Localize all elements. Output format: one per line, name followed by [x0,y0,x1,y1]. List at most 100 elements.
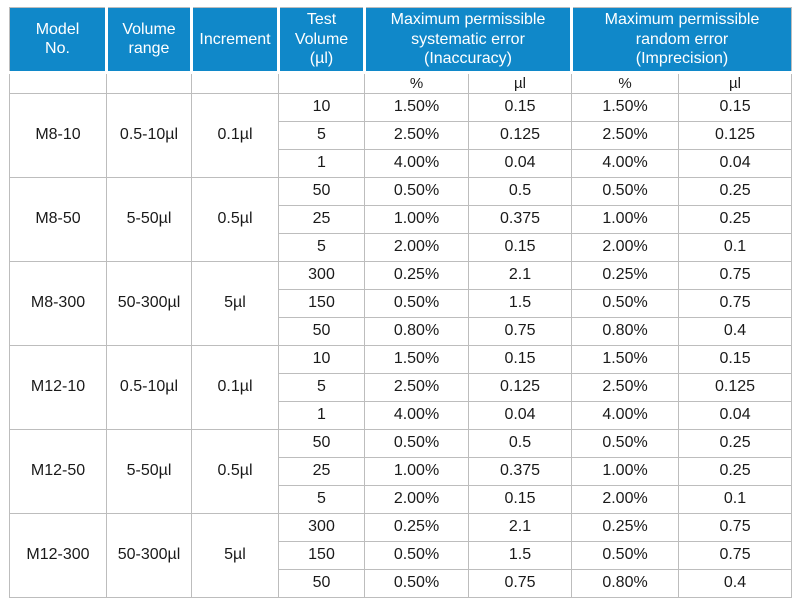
increment-cell: 5µl [191,260,279,346]
model-cell: M12-10 [9,344,107,430]
table-row: 5 2.00% 0.15 2.00% 0.1 [10,484,792,514]
header-cell-systematic-error: Maximum permissible systematic error (In… [364,7,574,74]
rand-error-microliter-cell: 0.75 [678,288,792,318]
increment-cell: 0.1µl [191,344,279,430]
header-cell-test-volume: Test Volume (µl) [278,7,366,74]
model-cell: M8-10 [9,92,107,178]
rand-error-microliter-cell: 0.1 [678,232,792,262]
sys-error-microliter-cell: 0.15 [467,484,573,514]
increment-cell: 0.5µl [191,176,279,262]
table-row: M12-50 5-50µl 0.5µl 50 0.50% 0.5 0.50% 0.25 [9,428,792,514]
rand-error-percent-cell: 0.50% [571,288,680,318]
rand-error-microliter-cell: 0.4 [678,316,792,346]
rand-error-microliter-cell: 0.15 [678,92,792,122]
sys-error-microliter-cell: 0.04 [467,400,573,430]
volume-range-cell: 0.5-10µl [106,92,192,178]
header-cell-volume-range: Volume range [106,7,193,74]
test-volume-cell: 10 [278,92,365,122]
sys-error-microliter-cell: 0.15 [467,232,573,262]
table-row: M12-300 50-300µl 5µl 300 0.25% 2.1 0.25% 0.75 [9,512,792,598]
sys-error-microliter-cell: 1.5 [467,540,573,570]
table-row: 150 0.50% 1.5 0.50% 0.75 [10,288,792,318]
rand-error-percent-cell: 1.50% [571,344,680,374]
table-header: Model No. Volume range Increment Test Vo… [9,7,792,94]
rand-error-percent-cell: 0.25% [571,260,680,290]
sys-error-percent-cell: 1.50% [364,344,469,374]
subheader-sys-percent: % [364,71,469,94]
sys-error-percent-cell: 2.00% [364,232,469,262]
test-volume-cell: 25 [278,204,365,234]
subheader-rand-microliter: µl [678,71,792,94]
test-volume-cell: 50 [278,316,365,346]
test-volume-cell: 5 [278,484,365,514]
volume-range-cell: 50-300µl [106,512,192,598]
sys-error-microliter-cell: 0.5 [467,176,573,206]
header-row-units: % µl % µl [9,71,792,94]
model-cell: M12-50 [9,428,107,514]
table-row: 5 2.50% 0.125 2.50% 0.125 [10,120,792,150]
subheader-rand-percent: % [571,71,680,94]
sys-error-percent-cell: 0.25% [364,260,469,290]
test-volume-cell: 5 [278,232,365,262]
increment-cell: 0.1µl [191,92,279,178]
subheader-empty-range [106,71,192,94]
rand-error-microliter-cell: 0.25 [678,204,792,234]
header-cell-model-no: Model No. [9,7,108,74]
table-row: M8-300 50-300µl 5µl 300 0.25% 2.1 0.25% 0.75 [9,260,792,346]
sys-error-percent-cell: 4.00% [364,400,469,430]
rand-error-microliter-cell: 0.1 [678,484,792,514]
rand-error-percent-cell: 2.50% [571,372,680,402]
sys-error-percent-cell: 2.00% [364,484,469,514]
rand-error-percent-cell: 1.00% [571,456,680,486]
table-row: 1 4.00% 0.04 4.00% 0.04 [10,148,792,178]
sys-error-percent-cell: 0.50% [364,428,469,458]
rand-error-percent-cell: 2.00% [571,484,680,514]
sys-error-microliter-cell: 1.5 [467,288,573,318]
sys-error-microliter-cell: 0.75 [467,568,573,598]
sys-error-microliter-cell: 0.04 [467,148,573,178]
test-volume-cell: 5 [278,120,365,150]
test-volume-cell: 10 [278,344,365,374]
sys-error-microliter-cell: 0.5 [467,428,573,458]
sys-error-percent-cell: 0.50% [364,288,469,318]
sys-error-percent-cell: 4.00% [364,148,469,178]
pipette-spec-table: Model No. Volume range Increment Test Vo… [9,7,792,598]
rand-error-percent-cell: 0.50% [571,540,680,570]
rand-error-microliter-cell: 0.4 [678,568,792,598]
rand-error-percent-cell: 2.00% [571,232,680,262]
model-cell: M12-300 [9,512,107,598]
test-volume-cell: 50 [278,568,365,598]
rand-error-percent-cell: 0.50% [571,176,680,206]
sys-error-microliter-cell: 0.125 [467,372,573,402]
rand-error-microliter-cell: 0.15 [678,344,792,374]
rand-error-percent-cell: 2.50% [571,120,680,150]
test-volume-cell: 300 [278,260,365,290]
test-volume-cell: 150 [278,540,365,570]
table-row: 25 1.00% 0.375 1.00% 0.25 [10,456,792,486]
sys-error-percent-cell: 0.25% [364,512,469,542]
rand-error-microliter-cell: 0.75 [678,540,792,570]
sys-error-microliter-cell: 0.75 [467,316,573,346]
volume-range-cell: 50-300µl [106,260,192,346]
table-row: 150 0.50% 1.5 0.50% 0.75 [10,540,792,570]
sys-error-microliter-cell: 0.125 [467,120,573,150]
test-volume-cell: 25 [278,456,365,486]
sys-error-percent-cell: 0.80% [364,316,469,346]
table-body: M8-10 0.5-10µl 0.1µl 10 1.50% 0.15 1.50% 0.15 5 2… [9,92,792,598]
volume-range-cell: 5-50µl [106,428,192,514]
rand-error-microliter-cell: 0.75 [678,260,792,290]
table-row: 5 2.00% 0.15 2.00% 0.1 [10,232,792,262]
table-row: 25 1.00% 0.375 1.00% 0.25 [10,204,792,234]
test-volume-cell: 5 [278,372,365,402]
sys-error-percent-cell: 0.50% [364,176,469,206]
test-volume-cell: 300 [278,512,365,542]
rand-error-percent-cell: 4.00% [571,400,680,430]
sys-error-microliter-cell: 0.15 [467,92,573,122]
header-row-main: Model No. Volume range Increment Test Vo… [9,7,792,74]
model-cell: M8-50 [9,176,107,262]
rand-error-percent-cell: 0.80% [571,568,680,598]
volume-range-cell: 0.5-10µl [106,344,192,430]
sys-error-microliter-cell: 0.15 [467,344,573,374]
sys-error-microliter-cell: 0.375 [467,456,573,486]
rand-error-microliter-cell: 0.25 [678,456,792,486]
